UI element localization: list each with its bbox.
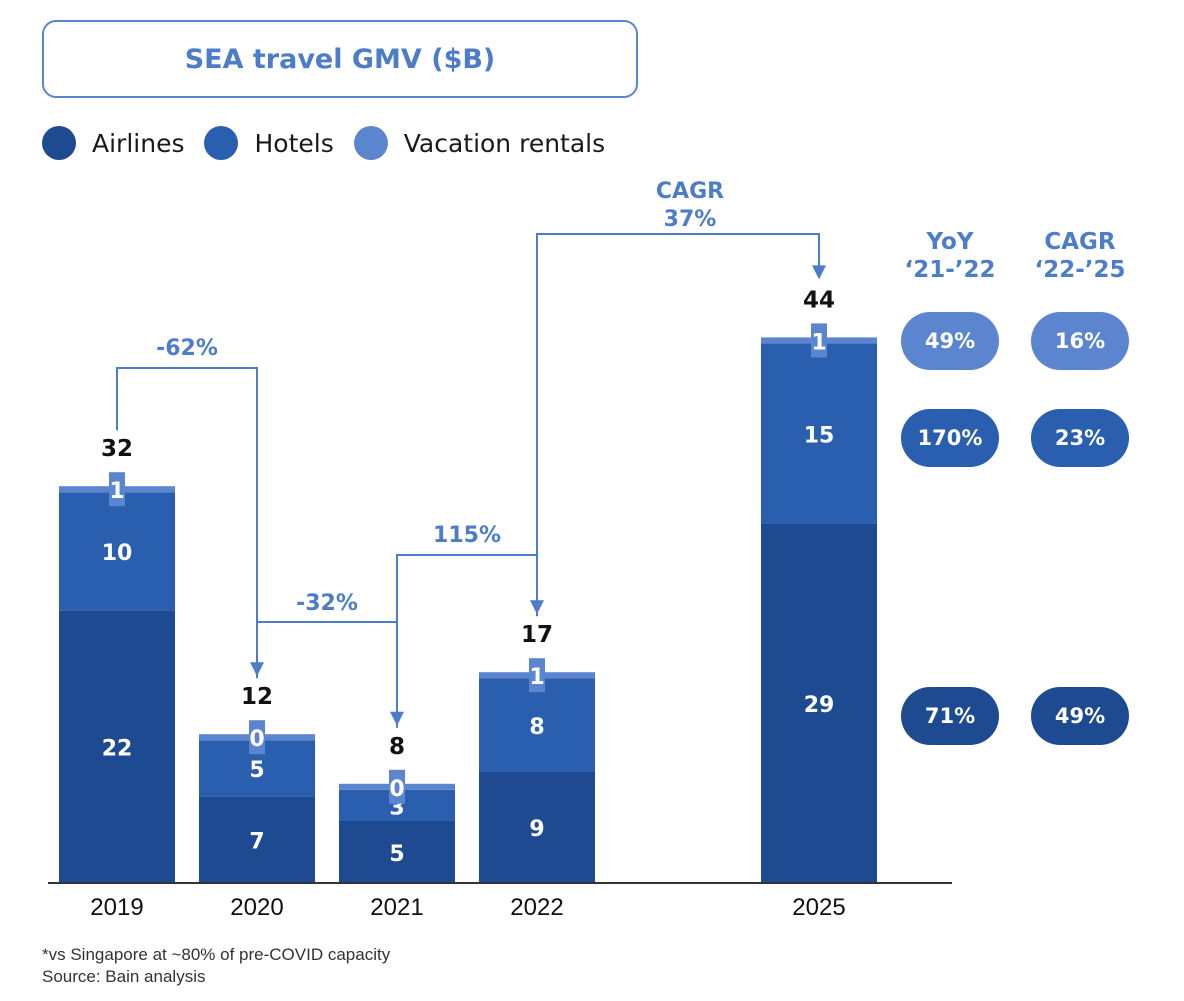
side-table-header-yoy-line1: YoY	[926, 229, 974, 255]
annotation-2022-2025-arrowhead	[812, 265, 826, 280]
side-table-header-yoy-line2: ‘21-’22	[904, 257, 996, 283]
annotation-label-2022-2025-line1: CAGR	[656, 179, 724, 204]
annotation-label-2021-2022: 115%	[433, 523, 501, 548]
bar-segment-hotels-2025	[761, 343, 877, 524]
bar-label-hotels-2025: 15	[804, 423, 835, 448]
x-tick-label-2021: 2021	[370, 894, 423, 921]
legend-item-airlines: Airlines	[42, 126, 184, 160]
bar-label-vacation-rentals-2022: 1	[529, 665, 544, 690]
bar-label-chip-vacation-rentals-2020	[249, 720, 265, 755]
pill-hotels-yoy: 170%	[901, 409, 999, 467]
bar-total-label-2025: 44	[803, 287, 835, 313]
bar-segment-hotels-2019	[59, 492, 175, 611]
annotation-label-2020-2021: -32%	[296, 591, 358, 616]
x-tick-label-2025: 2025	[792, 894, 845, 921]
bar-segment-airlines-2021	[339, 821, 455, 883]
pill-vacation-rentals-cagr: 16%	[1031, 312, 1129, 370]
annotation-label-2022-2025-line2: 37%	[664, 207, 717, 232]
pill-vacation-rentals-yoy: 49%	[901, 312, 999, 370]
bar-total-label-2019: 32	[101, 436, 133, 462]
annotation-2020-2021-line	[256, 621, 398, 714]
legend-item-vacation-rentals: Vacation rentals	[353, 126, 606, 160]
legend: Airlines Hotels Vacation rentals	[42, 126, 625, 160]
legend-label-airlines: Airlines	[92, 128, 185, 158]
legend-item-hotels: Hotels	[204, 126, 334, 160]
bar-label-vacation-rentals-2025: 1	[811, 330, 826, 355]
side-table-header-cagr: CAGR ‘22-’25	[1025, 228, 1135, 284]
bar-segment-airlines-2025	[761, 523, 877, 883]
bar-segment-airlines-2022	[479, 771, 595, 883]
bar-segment-airlines-2020	[199, 796, 315, 883]
bar-label-chip-vacation-rentals-2025	[811, 323, 827, 358]
footnote: *vs Singapore at ~80% of pre-COVID capac…	[42, 944, 390, 988]
x-tick-label-2022: 2022	[510, 894, 563, 921]
pill-hotels-cagr: 23%	[1031, 409, 1129, 467]
bar-label-airlines-2021: 5	[389, 842, 404, 867]
bar-label-vacation-rentals-2019: 1	[109, 479, 124, 504]
bar-label-vacation-rentals-2020: 0	[249, 727, 264, 752]
bar-label-chip-vacation-rentals-2019	[109, 472, 125, 507]
footnote-line-2: Source: Bain analysis	[42, 967, 206, 986]
pill-airlines-cagr: 49%	[1031, 687, 1129, 745]
side-table-header-yoy: YoY ‘21-’22	[895, 228, 1005, 284]
x-tick-label-2020: 2020	[230, 894, 283, 921]
annotation-label-2019-2020: -62%	[156, 336, 218, 361]
legend-swatch-airlines	[42, 126, 76, 160]
annotation-2022-2025-line	[536, 233, 820, 617]
bar-label-chip-vacation-rentals-2021	[389, 769, 405, 804]
side-table-header-cagr-line1: CAGR	[1044, 229, 1116, 255]
bar-label-airlines-2019: 22	[102, 737, 133, 762]
bar-label-hotels-2022: 8	[529, 715, 544, 740]
bar-label-hotels-2019: 10	[102, 541, 133, 566]
annotation-2019-2020-line	[116, 367, 258, 665]
bar-total-label-2021: 8	[389, 734, 405, 760]
bar-label-airlines-2025: 29	[804, 693, 835, 718]
bar-total-label-2020: 12	[241, 684, 273, 710]
chart-title: SEA travel GMV ($B)	[184, 43, 496, 75]
pill-airlines-yoy: 71%	[901, 687, 999, 745]
legend-swatch-hotels	[204, 126, 239, 160]
bar-label-hotels-2020: 5	[249, 758, 264, 783]
side-table-header-cagr-line2: ‘22-’25	[1034, 257, 1126, 283]
bar-label-airlines-2020: 7	[249, 830, 264, 855]
chart-title-box: SEA travel GMV ($B)	[42, 20, 638, 98]
legend-swatch-vacation-rentals	[353, 126, 388, 160]
bar-label-chip-vacation-rentals-2022	[529, 658, 545, 693]
bar-label-airlines-2022: 9	[529, 817, 544, 842]
legend-label-hotels: Hotels	[254, 128, 334, 158]
legend-label-vacation-rentals: Vacation rentals	[403, 128, 606, 158]
bar-total-label-2022: 17	[521, 622, 553, 648]
x-tick-label-2019: 2019	[90, 894, 143, 921]
bar-segment-hotels-2022	[479, 678, 595, 772]
bar-label-vacation-rentals-2021: 0	[389, 777, 404, 802]
bar-segment-airlines-2019	[59, 610, 175, 883]
footnote-line-1: *vs Singapore at ~80% of pre-COVID capac…	[42, 945, 391, 964]
